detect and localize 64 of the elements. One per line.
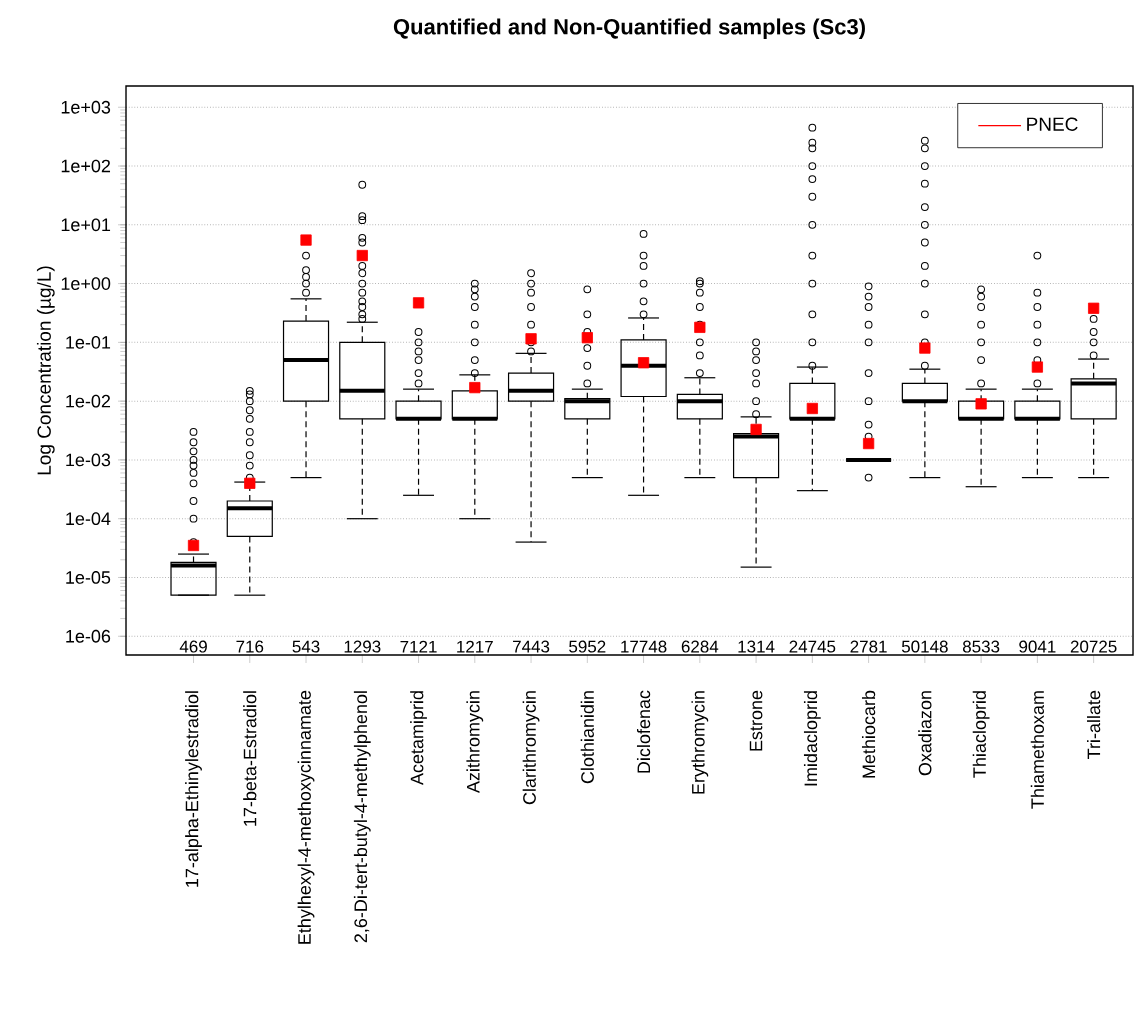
point	[1088, 302, 1100, 314]
y-tick-label: 1e+01	[61, 218, 111, 232]
annotation: 716	[236, 640, 264, 653]
y-tick-label: 1e-06	[66, 629, 111, 643]
chart-title: Quantified and Non-Quantified samples (Sc3)	[393, 18, 865, 39]
x-tick-label: Imidacloprid	[803, 691, 821, 786]
annotation: 543	[292, 640, 320, 653]
x-tick-label: Azithromycin	[466, 691, 484, 794]
annotation: 1314	[738, 640, 775, 653]
x-tick-label: 17-alpha-Ethinylestradiol	[185, 691, 202, 887]
annotation: 5952	[569, 640, 606, 653]
x-tick-label: Estrone	[749, 690, 763, 751]
x-tick-label: Clothianidin	[580, 691, 594, 784]
annotation: 50148	[901, 640, 948, 653]
annotation: 20725	[1070, 640, 1117, 653]
annotation: 1217	[457, 640, 493, 653]
point	[919, 342, 931, 354]
annotation: 7121	[400, 640, 437, 653]
x-tick-label: Methiocarb	[861, 690, 876, 778]
point	[1031, 361, 1043, 373]
point	[863, 437, 875, 450]
point	[525, 333, 537, 345]
x-tick-label: Thiamethoxam	[1030, 691, 1044, 809]
point	[694, 321, 706, 333]
y-tick-label: 1e+03	[61, 100, 111, 114]
point	[637, 357, 650, 369]
x-tick-label: Acetamiprid	[410, 691, 427, 786]
annotation: 469	[179, 640, 207, 653]
x-tick-label: Thiacloprid	[972, 691, 990, 778]
x-tick-label: Tri-allate	[1087, 690, 1101, 759]
point	[244, 477, 256, 489]
y-tick-label: 1e-04	[66, 512, 111, 526]
annotation: 7443	[513, 640, 550, 653]
y-tick-label: 1e-03	[66, 453, 111, 467]
point	[975, 398, 987, 410]
point	[187, 539, 200, 552]
y-tick-label: 1e+00	[61, 277, 111, 290]
legend-label: PNEC	[1027, 117, 1078, 131]
y-tick-label: 1e-02	[66, 394, 111, 408]
y-tick-label: 1e-05	[66, 571, 111, 584]
x-tick-label: Oxadiazon	[918, 691, 932, 776]
annotation: 1293	[344, 640, 381, 653]
x-tick-label: Diclofenac	[636, 690, 651, 773]
point	[581, 332, 593, 344]
point	[356, 249, 368, 262]
annotation: 17748	[621, 640, 667, 653]
annotation: 24745	[789, 640, 836, 653]
y-axis-title: Log Concentration (µg/L)	[36, 266, 55, 475]
x-tick-label: 17-beta-Estradiol	[243, 691, 257, 826]
annotation: 6284	[681, 640, 719, 653]
x-tick-label: Clarithromycin	[522, 691, 540, 805]
x-tick-label: 2,6-Di-tert-butyl-4-methylphenol	[353, 691, 371, 943]
annotation: 9041	[1019, 640, 1056, 653]
y-tick-label: 1e-01	[66, 335, 111, 349]
annotation: 8533	[962, 640, 1000, 653]
x-tick-label: Erythromycin	[691, 691, 709, 794]
annotation: 2781	[850, 640, 887, 653]
y-tick-label: 1e+02	[61, 159, 111, 173]
point	[806, 402, 818, 415]
x-tick-label: Ethylhexyl-4-methoxycinnamate	[297, 690, 315, 944]
point	[300, 234, 312, 246]
point	[750, 423, 762, 436]
point	[469, 381, 481, 394]
point	[412, 297, 425, 309]
